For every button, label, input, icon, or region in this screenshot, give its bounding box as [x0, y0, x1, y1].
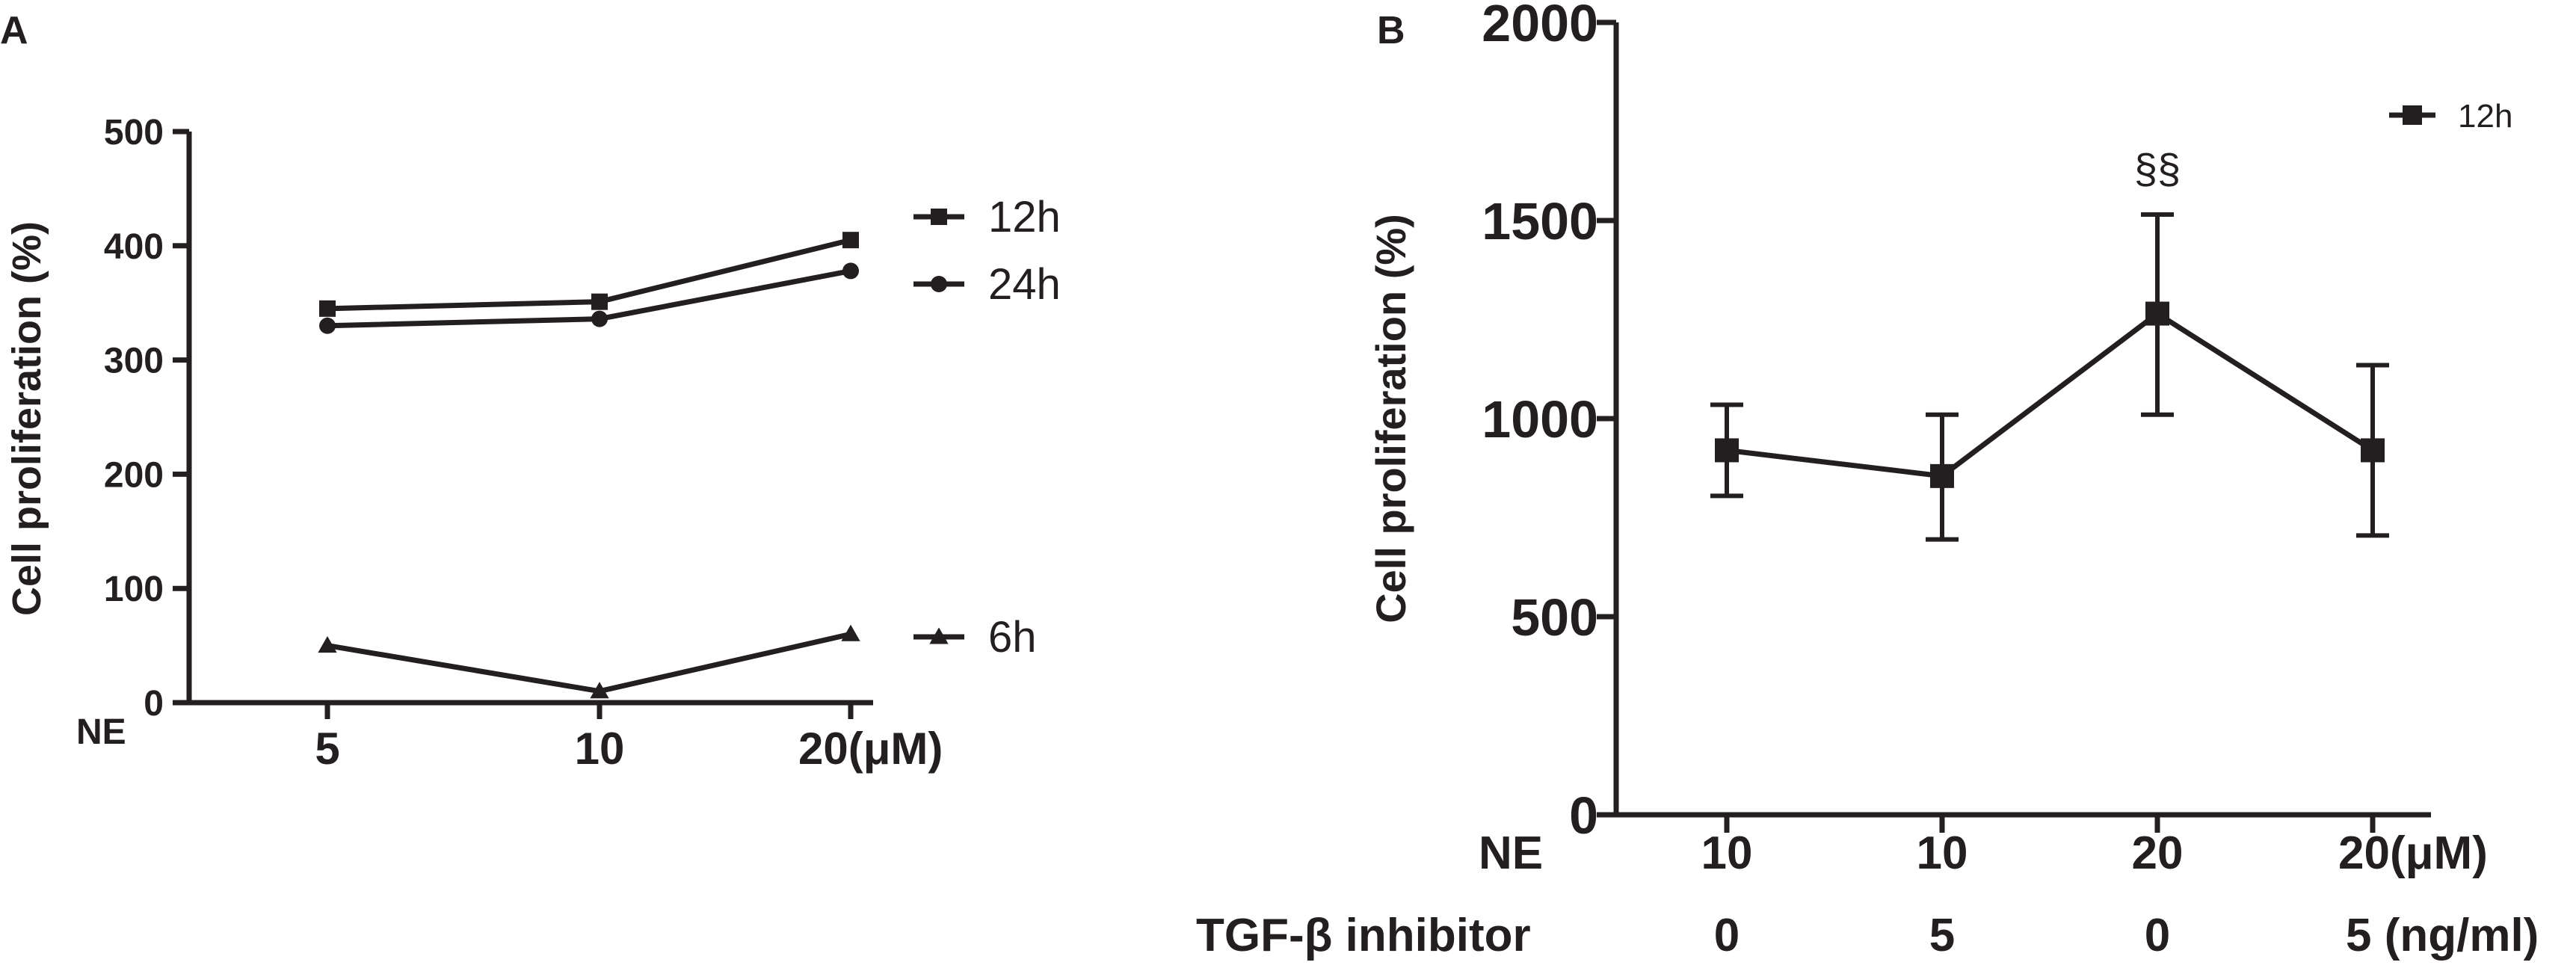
panel-b-x-tick-label-tgf: 0	[1714, 910, 1740, 961]
panel-b-point-12h	[2361, 438, 2385, 463]
panel-a-letter: A	[0, 9, 28, 52]
panel-b-y-tick-label: 0	[1569, 786, 1598, 845]
panel-b-row-label-ne: NE	[1479, 827, 1543, 879]
panel-a: A Cell proliferation (%) NE 0 100 200 300 40…	[0, 9, 1061, 774]
panel-a-point-12h	[842, 232, 859, 249]
panel-a-series-line-24h	[327, 268, 851, 329]
panel-b-significance-annotation: §§	[2134, 145, 2181, 192]
panel-a-x-tick-label: 20(μM)	[798, 724, 943, 774]
panel-b-y-tick-label: 1000	[1482, 390, 1598, 449]
panel-b-row-label-tgf: TGF-β inhibitor	[1196, 910, 1531, 961]
panel-a-series-line-6h	[327, 631, 851, 694]
panel-b-legend: 12h	[2389, 98, 2512, 135]
panel-a-legend: 12h 24h 6h	[913, 193, 1061, 662]
panel-a-series-line-12h	[327, 237, 851, 312]
panel-b-legend-marker	[2403, 105, 2422, 125]
panel-a-y-tick-label: 0	[144, 684, 164, 724]
panel-a-x-ticks: 5 10 20(μM)	[315, 703, 943, 774]
panel-a-point-24h	[842, 262, 859, 280]
panel-a-y-tick-label: 100	[104, 570, 164, 609]
panel-b-x-tick-label-ne: 20	[2132, 827, 2184, 879]
panel-a-y-tick-label: 500	[104, 113, 164, 152]
panel-b-x-tick-label-tgf: 5	[1929, 910, 1955, 961]
panel-a-y-ticks: 0 100 200 300 400 500	[104, 113, 189, 724]
panel-b-y-tick-label: 1500	[1482, 192, 1598, 250]
panel-b-series: §§	[1710, 145, 2389, 542]
panel-a-y-axis-label: Cell proliferation (%)	[4, 221, 49, 616]
panel-b-x-tick-label-tgf: 5 (ng/ml)	[2346, 910, 2539, 961]
panel-b-x-tick-label-ne: 10	[1917, 827, 1968, 879]
panel-a-x-row-label: NE	[76, 712, 126, 752]
panel-a-legend-marker	[929, 627, 949, 644]
panel-a-y-tick-label: 200	[104, 455, 164, 495]
panel-a-point-12h	[319, 300, 336, 317]
panel-b-point-12h	[1715, 438, 1739, 463]
panel-b-y-ticks: 0 500 1000 1500 2000	[1482, 0, 1616, 845]
panel-b-point-12h	[1930, 463, 1954, 488]
panel-a-legend-marker	[931, 276, 947, 292]
panel-b-legend-label: 12h	[2458, 98, 2512, 135]
panel-a-series	[318, 232, 860, 699]
panel-a-y-tick-label: 400	[104, 227, 164, 267]
panel-a-legend-label: 6h	[988, 613, 1037, 662]
panel-a-legend-label: 24h	[988, 260, 1061, 309]
panel-a-point-6h	[590, 682, 609, 699]
panel-b: B Cell proliferation (%) NE TGF-β inhibi…	[1196, 0, 2539, 961]
panel-a-point-6h	[841, 624, 860, 641]
panel-b-y-axis-label: Cell proliferation (%)	[1367, 214, 1414, 623]
panel-a-point-12h	[591, 293, 608, 310]
panel-a-legend-label: 12h	[988, 193, 1061, 241]
panel-a-point-24h	[591, 310, 608, 327]
panel-a-point-6h	[318, 635, 337, 653]
panel-b-x-tick-label-tgf: 0	[2145, 910, 2170, 961]
panel-a-x-tick-label: 5	[315, 724, 339, 774]
panel-b-x-tick-label-ne: 10	[1701, 827, 1753, 879]
panel-b-point-12h	[2145, 301, 2169, 326]
panel-b-series-line-12h	[1726, 310, 2374, 479]
panel-a-y-tick-label: 300	[104, 342, 164, 381]
panel-a-legend-marker	[931, 209, 947, 225]
panel-a-x-tick-label: 10	[575, 724, 625, 774]
panel-b-x-ticks: 10 0 10 5 20 0 20(μM) 5 (ng/ml)	[1701, 815, 2539, 961]
panel-a-axes	[186, 132, 873, 706]
panel-b-letter: B	[1377, 9, 1405, 52]
panel-a-point-24h	[319, 317, 336, 334]
panel-b-y-tick-label: 2000	[1482, 0, 1598, 52]
panel-b-y-tick-label: 500	[1511, 588, 1598, 647]
panel-b-x-tick-label-ne: 20(μM)	[2338, 827, 2488, 879]
